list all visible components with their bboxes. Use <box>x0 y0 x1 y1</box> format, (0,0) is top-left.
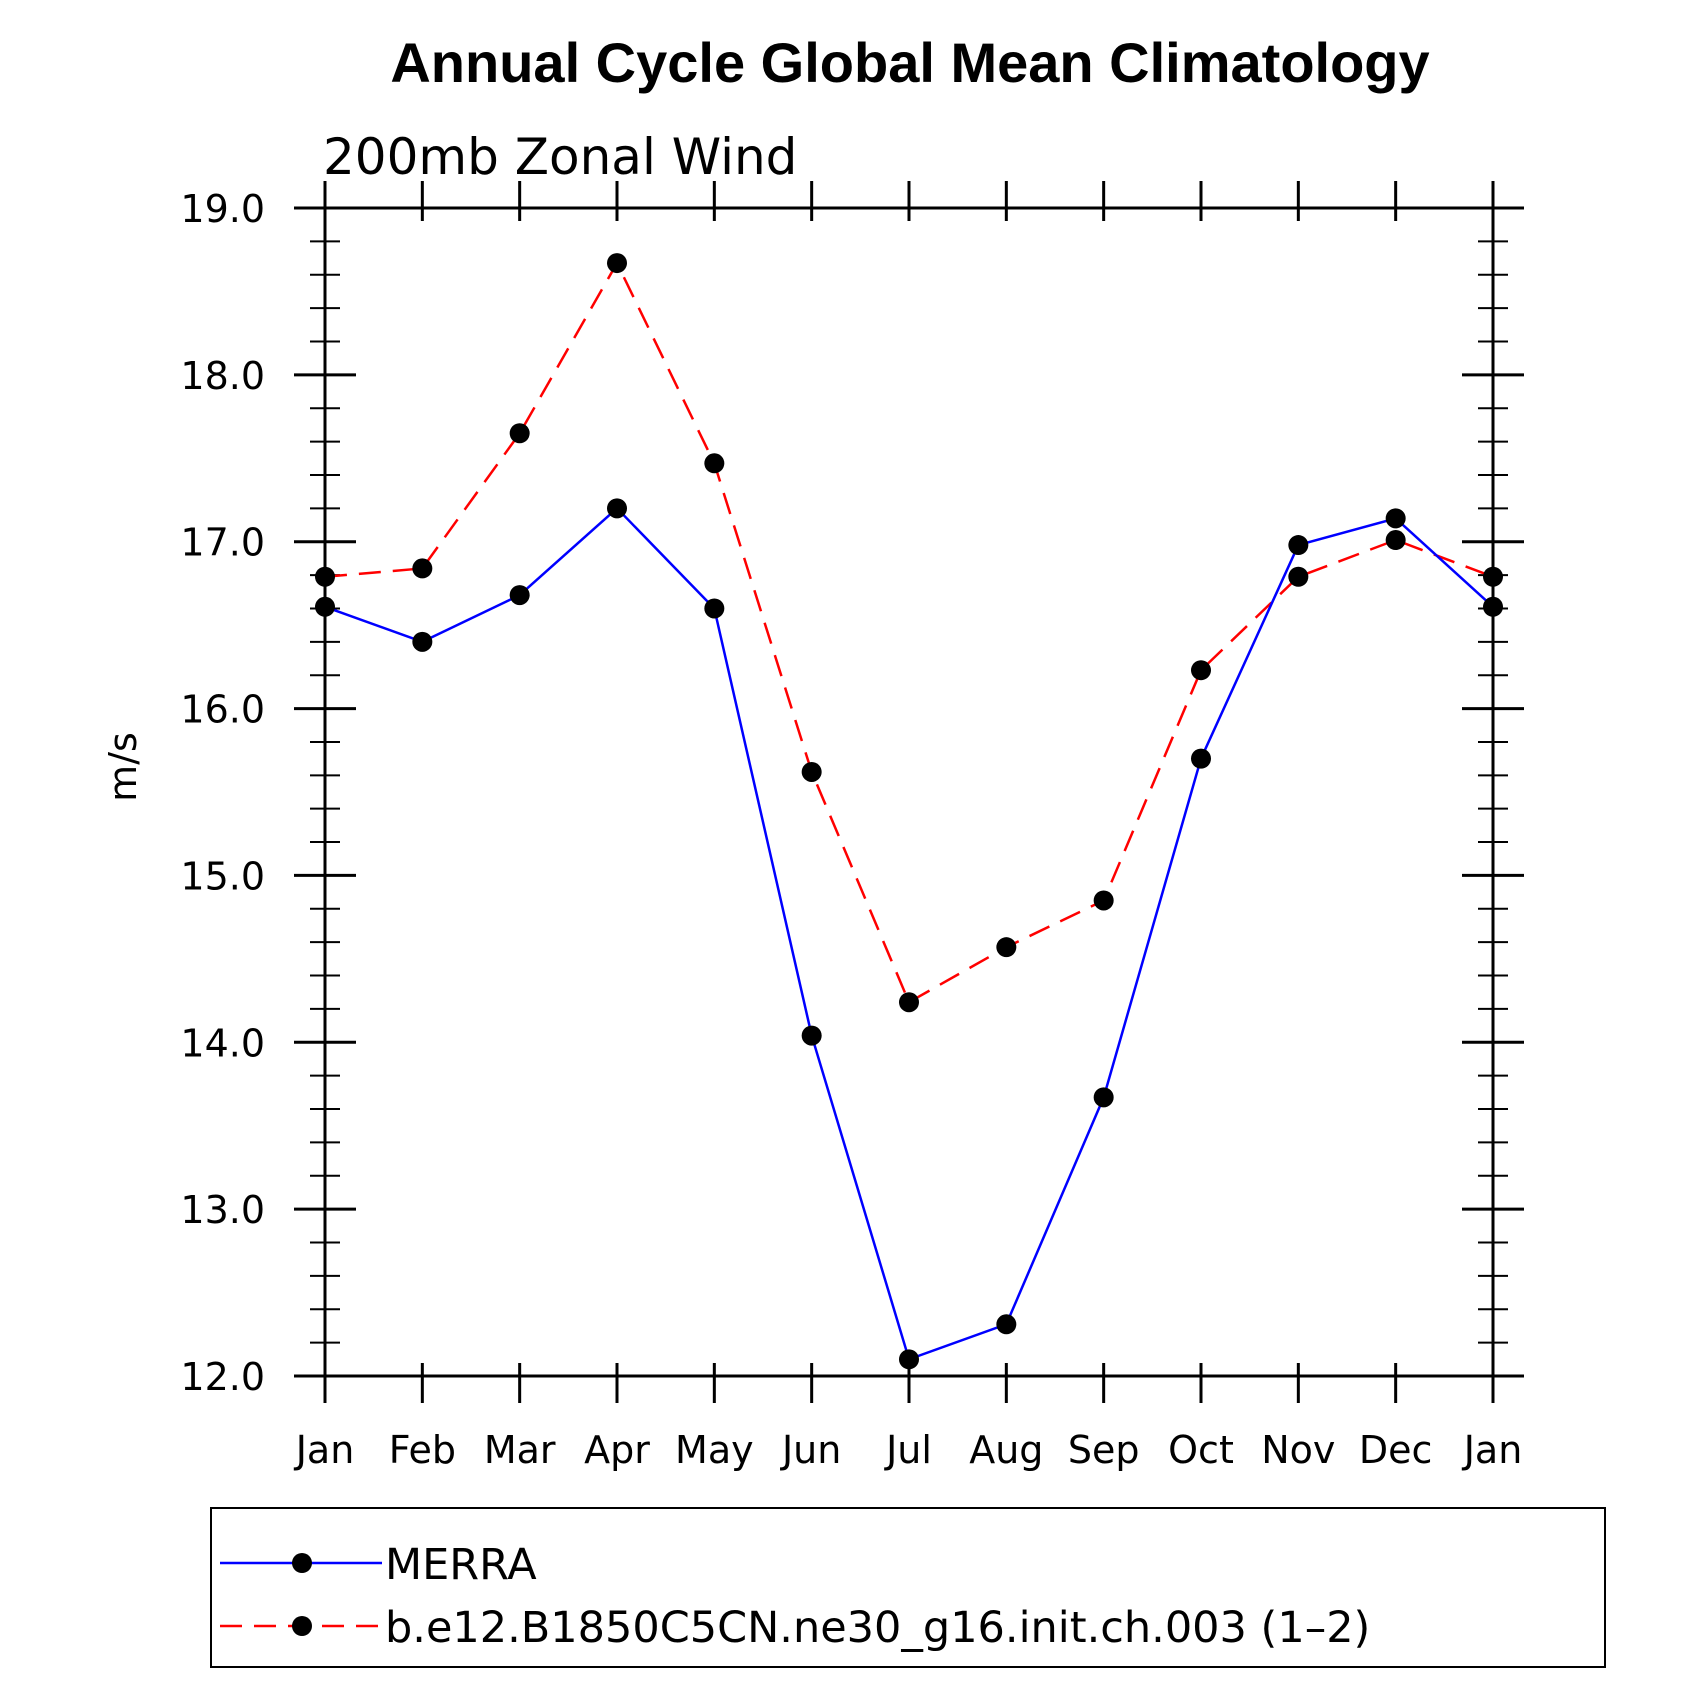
y-tick-label: 14.0 <box>180 1021 265 1065</box>
data-point-merra <box>996 1314 1017 1335</box>
x-tick-label: Jan <box>1462 1428 1523 1472</box>
data-point-merra <box>1385 508 1406 529</box>
data-point-b <box>412 558 433 579</box>
x-tick-label: Jan <box>294 1428 355 1472</box>
legend: MERRA b.e12.B1850C5CN.ne30_g16.init.ch.00… <box>210 1507 1606 1668</box>
y-tick-label: 18.0 <box>180 354 265 398</box>
x-tick-label: Aug <box>969 1428 1043 1472</box>
data-point-b <box>607 253 627 274</box>
data-point-b <box>899 992 919 1013</box>
series-line-b <box>324 260 1494 1004</box>
y-axis-label: m/s <box>101 732 145 802</box>
y-tick-label: 16.0 <box>180 688 265 732</box>
chart-subtitle: 200mb Zonal Wind <box>323 128 797 186</box>
y-tick-label: 12.0 <box>180 1355 265 1399</box>
y-tick-label: 13.0 <box>180 1188 265 1232</box>
data-point-merra <box>1288 535 1309 556</box>
series-layer <box>315 253 1503 1370</box>
data-point-b <box>801 761 822 782</box>
data-point-merra <box>801 1025 822 1046</box>
data-point-b <box>1288 566 1309 587</box>
x-tick-label: Jul <box>884 1428 932 1472</box>
data-point-merra <box>899 1349 919 1370</box>
data-point-merra <box>607 498 627 519</box>
y-tick-label: 15.0 <box>180 854 265 898</box>
data-point-merra <box>509 585 530 606</box>
axes-layer: Jan Feb Mar Apr May Jun Jul Aug Sep Oct Nov Dec Jan 1… <box>180 181 1524 1472</box>
data-point-b <box>996 937 1017 958</box>
legend-label: b.e12.B1850C5CN.ne30_g16.init.ch.003 (1–… <box>385 1603 1370 1653</box>
x-tick-label: Oct <box>1168 1428 1234 1472</box>
data-point-b <box>1093 890 1114 911</box>
legend-box <box>210 1507 1606 1668</box>
legend-marker <box>292 1616 312 1636</box>
x-tick-label: Jun <box>780 1428 841 1472</box>
data-point-merra <box>1093 1087 1114 1108</box>
data-point-merra <box>412 631 433 652</box>
data-point-merra <box>1191 748 1211 769</box>
data-point-b <box>1191 660 1211 681</box>
plot-frame <box>323 206 1495 1378</box>
x-tick-label: Apr <box>584 1428 650 1472</box>
legend-label: MERRA <box>385 1540 537 1590</box>
data-point-b <box>1385 530 1406 551</box>
x-tick-label: May <box>675 1428 754 1472</box>
data-point-merra <box>704 598 725 619</box>
data-point-b <box>704 453 725 474</box>
x-tick-label: Mar <box>484 1428 556 1472</box>
x-tick-label: Nov <box>1261 1428 1335 1472</box>
series-line-merra <box>324 506 1494 1361</box>
chart-title: Annual Cycle Global Mean Climatology <box>390 31 1429 94</box>
y-tick-label: 17.0 <box>180 521 265 565</box>
x-tick-label: Sep <box>1068 1428 1140 1472</box>
x-tick-label: Feb <box>389 1428 456 1472</box>
data-point-b <box>509 423 530 444</box>
y-tick-label: 19.0 <box>180 187 265 231</box>
x-tick-label: Dec <box>1359 1428 1433 1472</box>
legend-marker <box>292 1553 312 1573</box>
